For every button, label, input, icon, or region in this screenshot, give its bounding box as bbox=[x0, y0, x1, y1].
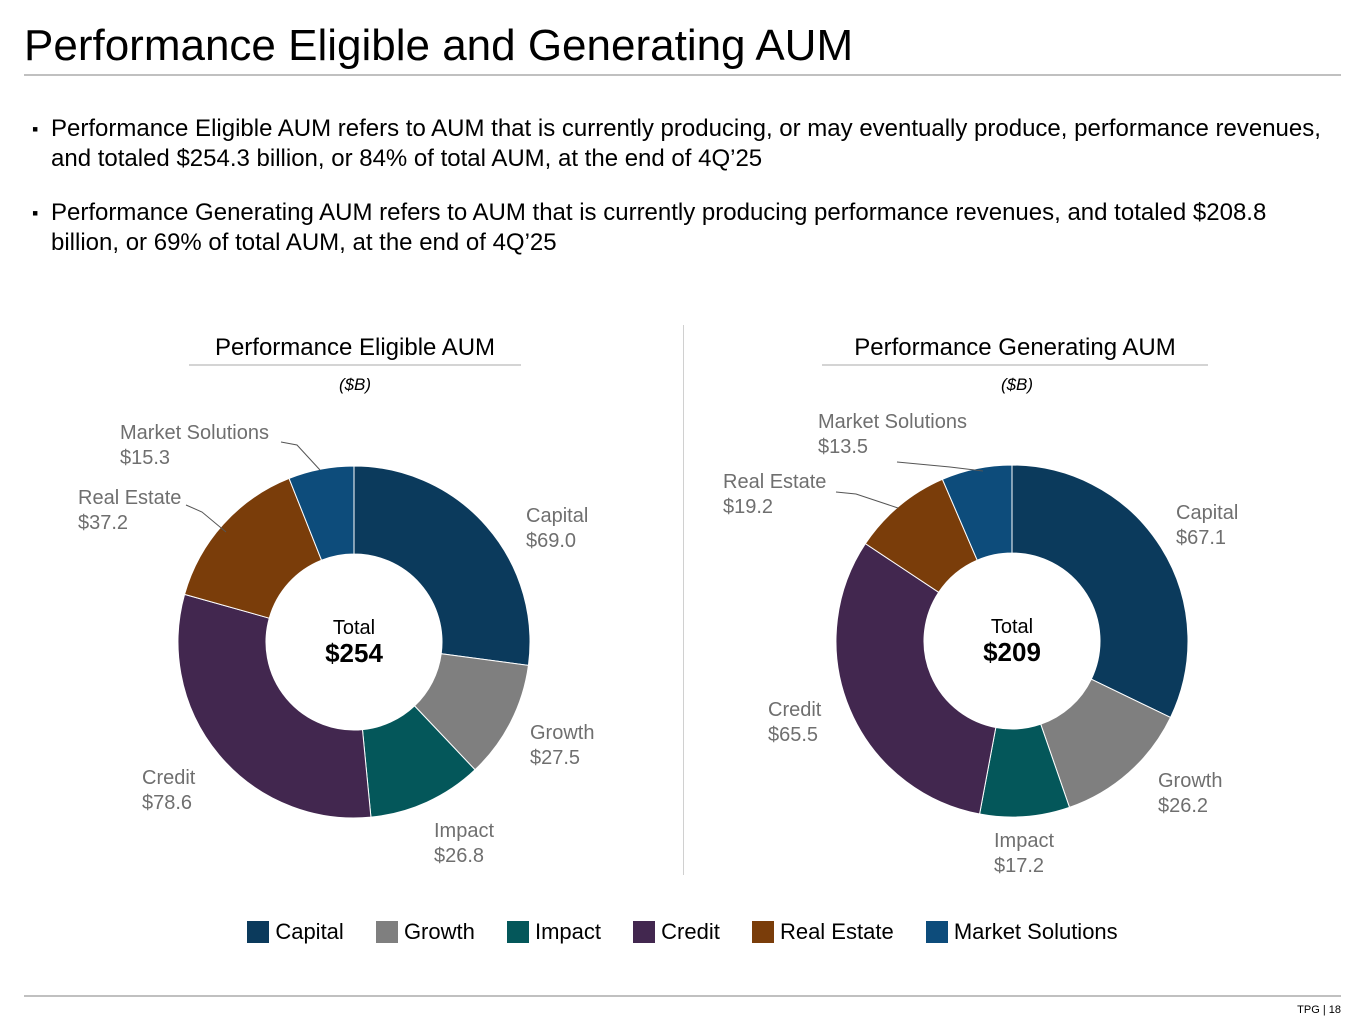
slice-label-impact: Impact bbox=[994, 830, 1054, 852]
slice-credit bbox=[177, 593, 372, 819]
title-divider bbox=[24, 74, 1341, 76]
slice-value-credit: $65.5 bbox=[768, 724, 818, 746]
legend-swatch-impact bbox=[506, 921, 529, 944]
legend-label-real-estate: Real Estate bbox=[779, 919, 894, 945]
slice-value-impact: $26.8 bbox=[434, 845, 484, 867]
slice-label-real-estate: Real Estate bbox=[78, 487, 181, 509]
leader-line-market-solutions bbox=[896, 461, 984, 472]
center-total-value: $209 bbox=[983, 637, 1041, 667]
donut-chart-eligible: Capital $69.0 Growth $27.5 Impact $26.8 Credit… bbox=[78, 422, 594, 867]
legend-label-impact: Impact bbox=[534, 919, 602, 945]
bullet-generating: Performance Generating AUM refers to AUM… bbox=[32, 198, 1337, 258]
slice-capital bbox=[1011, 464, 1189, 719]
chart-unit-generating: ($B) bbox=[1000, 375, 1034, 394]
slice-label-credit: Credit bbox=[142, 767, 196, 789]
bullet-list: Performance Eligible AUM refers to AUM t… bbox=[32, 114, 1337, 282]
slice-market-solutions bbox=[288, 465, 355, 561]
legend-label-market-solutions: Market Solutions bbox=[953, 919, 1118, 945]
donut-chart-generating: Capital $67.1 Growth $26.2 Impact $17.2 Credit… bbox=[723, 411, 1238, 877]
slice-value-impact: $17.2 bbox=[994, 855, 1044, 877]
slice-value-real-estate: $37.2 bbox=[78, 512, 128, 534]
legend-label-credit: Credit bbox=[661, 919, 720, 945]
chart-title-rule-generating bbox=[822, 364, 1208, 366]
legend-item-credit: Credit bbox=[633, 919, 720, 945]
slice-capital bbox=[353, 465, 531, 666]
legend-item-market-solutions: Market Solutions bbox=[925, 919, 1118, 945]
chart-title-generating: Performance Generating AUM bbox=[854, 334, 1176, 361]
leader-line-real-estate bbox=[835, 491, 899, 509]
legend-item-capital: Capital bbox=[247, 919, 344, 945]
leader-line-market-solutions bbox=[280, 441, 321, 471]
slice-market-solutions bbox=[941, 464, 1013, 561]
slice-label-impact: Impact bbox=[434, 820, 494, 842]
page-footer: TPG | 18 bbox=[1297, 1004, 1341, 1016]
bullet-eligible: Performance Eligible AUM refers to AUM t… bbox=[32, 114, 1337, 174]
leader-line-real-estate bbox=[185, 504, 227, 533]
slice-label-real-estate: Real Estate bbox=[723, 471, 826, 493]
slice-label-credit: Credit bbox=[768, 699, 822, 721]
legend-label-growth: Growth bbox=[403, 919, 475, 945]
slice-value-real-estate: $19.2 bbox=[723, 496, 773, 518]
slice-value-capital: $69.0 bbox=[526, 530, 576, 552]
slice-label-capital: Capital bbox=[1176, 502, 1238, 524]
slice-value-credit: $78.6 bbox=[142, 792, 192, 814]
legend-swatch-market-solutions bbox=[925, 921, 948, 944]
slice-credit bbox=[835, 542, 997, 815]
legend-swatch-real-estate bbox=[751, 921, 774, 944]
slice-value-growth: $27.5 bbox=[530, 747, 580, 769]
legend-label-capital: Capital bbox=[275, 919, 344, 945]
slice-value-growth: $26.2 bbox=[1158, 795, 1208, 817]
slice-label-growth: Growth bbox=[1158, 770, 1222, 792]
chart-legend: Capital Growth Impact Credit Real Estate… bbox=[0, 918, 1365, 945]
slice-value-market-solutions: $15.3 bbox=[120, 447, 170, 469]
footer-divider bbox=[24, 995, 1341, 997]
panel-divider bbox=[683, 325, 684, 875]
legend-item-real-estate: Real Estate bbox=[751, 919, 894, 945]
slice-label-market-solutions: Market Solutions bbox=[120, 422, 269, 444]
center-total-label: Total bbox=[991, 616, 1033, 638]
legend-swatch-growth bbox=[375, 921, 398, 944]
slice-label-capital: Capital bbox=[526, 505, 588, 527]
legend-swatch-capital bbox=[247, 921, 270, 944]
legend-swatch-credit bbox=[633, 921, 656, 944]
chart-title-eligible: Performance Eligible AUM bbox=[214, 334, 496, 361]
legend-item-growth: Growth bbox=[375, 919, 475, 945]
page-title: Performance Eligible and Generating AUM bbox=[24, 21, 854, 70]
slice-value-capital: $67.1 bbox=[1176, 527, 1226, 549]
center-total-value: $254 bbox=[325, 638, 383, 668]
legend-item-impact: Impact bbox=[506, 919, 602, 945]
slice-label-market-solutions: Market Solutions bbox=[818, 411, 967, 433]
slice-value-market-solutions: $13.5 bbox=[818, 436, 868, 458]
chart-title-rule-eligible bbox=[189, 364, 521, 366]
chart-unit-eligible: ($B) bbox=[338, 375, 372, 394]
slice-label-growth: Growth bbox=[530, 722, 594, 744]
center-total-label: Total bbox=[333, 617, 375, 639]
